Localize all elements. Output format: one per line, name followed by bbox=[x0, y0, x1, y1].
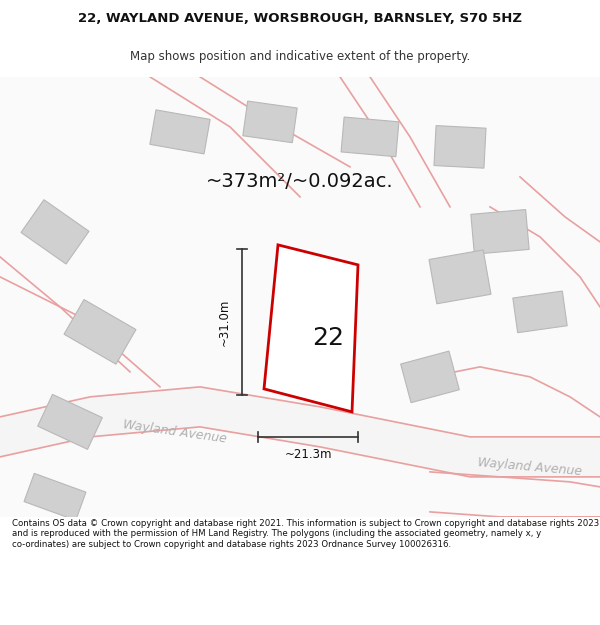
Polygon shape bbox=[264, 245, 358, 412]
Text: Map shows position and indicative extent of the property.: Map shows position and indicative extent… bbox=[130, 50, 470, 62]
Polygon shape bbox=[434, 126, 486, 168]
Polygon shape bbox=[0, 77, 600, 517]
Text: Wayland Avenue: Wayland Avenue bbox=[477, 456, 583, 478]
Polygon shape bbox=[0, 77, 600, 517]
Polygon shape bbox=[341, 117, 399, 157]
Text: 22: 22 bbox=[312, 326, 344, 349]
Polygon shape bbox=[243, 101, 297, 142]
Text: ~373m²/~0.092ac.: ~373m²/~0.092ac. bbox=[206, 173, 394, 191]
Text: 22, WAYLAND AVENUE, WORSBROUGH, BARNSLEY, S70 5HZ: 22, WAYLAND AVENUE, WORSBROUGH, BARNSLEY… bbox=[78, 12, 522, 25]
Polygon shape bbox=[0, 387, 600, 477]
Text: Contains OS data © Crown copyright and database right 2021. This information is : Contains OS data © Crown copyright and d… bbox=[12, 519, 599, 549]
Polygon shape bbox=[429, 250, 491, 304]
Polygon shape bbox=[150, 110, 210, 154]
Text: ~31.0m: ~31.0m bbox=[218, 298, 230, 346]
Polygon shape bbox=[471, 209, 529, 254]
Polygon shape bbox=[21, 200, 89, 264]
Polygon shape bbox=[0, 77, 600, 517]
Polygon shape bbox=[64, 299, 136, 364]
Polygon shape bbox=[24, 473, 86, 521]
Text: ~21.3m: ~21.3m bbox=[284, 448, 332, 461]
Polygon shape bbox=[401, 351, 460, 403]
Text: Wayland Avenue: Wayland Avenue bbox=[122, 418, 228, 446]
Polygon shape bbox=[38, 394, 103, 449]
Polygon shape bbox=[513, 291, 567, 332]
